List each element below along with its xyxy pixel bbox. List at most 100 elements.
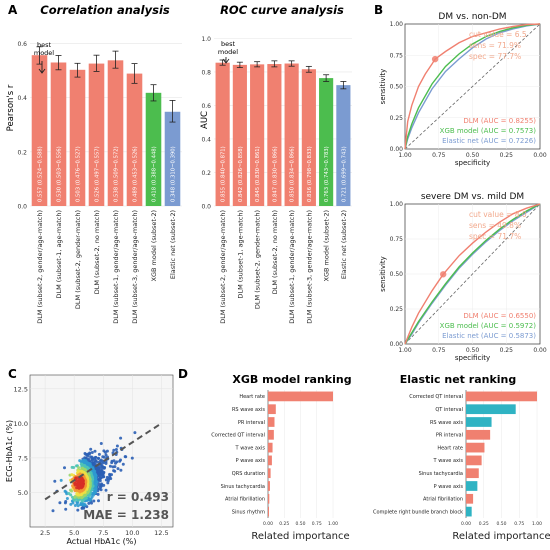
xgb-rank-xtick-label: 0.75 — [312, 521, 322, 527]
roc-ytick-label: 1.00 — [390, 201, 404, 208]
corr-value-label: 0.538 (0.509~0.572) — [114, 146, 120, 202]
roc-category-label: DLM (subset-2, gender-match) — [254, 210, 262, 309]
corr-value-label: 0.557 (0.524~0.588) — [38, 146, 44, 202]
roc-category-label: Elastic net (subset-2) — [340, 210, 348, 279]
corr-category-label: XGB model (subset-2) — [150, 210, 158, 281]
xgb-rank-bar — [268, 429, 274, 440]
corr-bar — [69, 69, 86, 207]
scatter-point — [53, 479, 57, 483]
roc-value-label: 0.842 (0.826~0.858) — [238, 146, 244, 202]
scatter-point — [71, 495, 74, 499]
scatter-r-text: r = 0.493 — [107, 490, 169, 504]
scatter-point — [69, 493, 73, 497]
enet-rank-xtick-label: 0.00 — [461, 521, 471, 527]
corr-category-label: DLM (subset-2, gender/age-match) — [36, 210, 44, 324]
xgb-rank-category-label: P wave axis — [236, 458, 266, 464]
enet-rank-category-label: Atrial fibrillation — [423, 497, 463, 503]
roc-ytick-label: 0.25 — [390, 115, 404, 122]
xgb-rank-bar — [268, 455, 272, 466]
scatter-point — [97, 499, 100, 503]
roc-curve — [404, 23, 541, 150]
roc-bar — [267, 64, 282, 206]
scatter-point — [70, 489, 74, 493]
enet-rank-xtick-label: 0.50 — [496, 521, 506, 527]
roc-value-label: 0.721 (0.699~0.743) — [341, 146, 347, 202]
scatter-point — [99, 464, 103, 468]
roc-category-label: DLM (subset-3, gender/age-match) — [305, 210, 313, 324]
enet-rank-xtick-label: 0.25 — [479, 521, 489, 527]
roc-title: severe DM vs. mild DM — [421, 192, 524, 202]
xgb-rank-xtick-label: 0.25 — [279, 521, 289, 527]
roc-bars: 0.855 (0.840~0.871) DLM (subset-2, gender… — [215, 57, 351, 324]
roc-curve — [404, 23, 541, 150]
enet-rank-category-label: RS wave axis — [430, 420, 463, 426]
scatter-point — [108, 472, 112, 476]
enet-rank-bar — [466, 493, 474, 504]
scatter-xtick-label: 10.0 — [125, 529, 139, 537]
xgb-rank-bar — [268, 506, 269, 517]
corr-category-label: DLM (subset-2, no match) — [93, 210, 101, 294]
scatter-ytick-label: 10.0 — [14, 420, 28, 428]
enet-rank-bar — [466, 417, 492, 427]
roc-xtick-label: 0.50 — [466, 347, 480, 354]
enet-rank-category-label: Corrected QT interval — [409, 394, 463, 400]
roc-value-label: 0.850 (0.834~0.866) — [290, 146, 296, 202]
scatter-point — [118, 459, 122, 463]
scatter-point — [111, 465, 115, 469]
roc-category-label: DLM (subset-2, gender/age-match) — [219, 210, 227, 324]
roc-ytick-label: 0.00 — [390, 146, 404, 153]
roc-cut-point — [431, 55, 439, 63]
roc-xtick-label: 0.00 — [533, 152, 547, 159]
corr-category-label: DLM (subset-1, gender/age-match) — [112, 210, 120, 324]
corr-ytick-label: 0.6 — [17, 41, 27, 48]
roc-cut-text: sens = 49.8% — [469, 221, 521, 230]
scatter-point — [64, 507, 68, 511]
scatter-point — [112, 469, 116, 473]
scatter-point — [104, 453, 108, 457]
scatter-xtick-label: 2.5 — [40, 529, 50, 537]
corr-ytick-label: 0.4 — [17, 95, 27, 102]
scatter-point — [99, 442, 103, 445]
xgb-rank-bar — [268, 417, 275, 427]
scatter-point — [90, 451, 94, 454]
corr-value-label: 0.418 (0.388~0.448) — [152, 146, 158, 202]
roc-diagonal — [404, 23, 541, 150]
enet-rank-bar — [466, 481, 478, 491]
scatter-point — [86, 454, 90, 458]
scatter-point — [76, 508, 80, 512]
enet-ranking-title: Elastic net ranking — [400, 373, 516, 386]
scatter-point — [110, 461, 114, 465]
xgb-rank-bar — [268, 442, 273, 453]
roc-ytick-label: 0.4 — [201, 136, 211, 143]
enet-rank-xtick-label: 0.75 — [514, 521, 524, 527]
scatter-point — [77, 480, 81, 484]
enet-rank-bar — [466, 391, 537, 402]
scatter-point — [119, 468, 123, 472]
roc-bar — [319, 78, 334, 206]
scatter-frame — [29, 374, 174, 528]
roc-value-label: 0.845 (0.830~0.861) — [255, 146, 261, 202]
xgb-rank-category-label: QRS duration — [232, 471, 265, 477]
roc-value-label: 0.763 (0.743~0.783) — [324, 146, 330, 202]
roc-ytick-label: 0.50 — [390, 84, 404, 91]
scatter-point — [96, 492, 100, 496]
xgb-rank-bar — [268, 493, 270, 504]
roc-category-label: DLM (subset-1, age-match) — [236, 210, 244, 299]
scatter-point — [121, 462, 125, 466]
scatter-point — [119, 436, 123, 440]
corr-bars: 0.557 (0.524~0.588) DLM (subset-2, gender… — [31, 46, 181, 324]
scatter-point — [130, 456, 134, 460]
enet-rank-xtick-label: 1.00 — [532, 521, 542, 527]
scatter-point — [59, 478, 63, 482]
scatter-ytick-label: 5.0 — [18, 489, 28, 497]
roc-xtick-label: 0.50 — [466, 152, 480, 159]
scatter-point — [63, 466, 66, 470]
scatter-point — [116, 467, 120, 471]
roc-cut-text: spec = 71.7% — [469, 232, 521, 241]
xgb-ranking-chart: 0.00 0.25 0.50 0.75 1.00 Heart rate RS wave ax… — [211, 390, 350, 542]
roc-best-model-label: best model — [218, 40, 238, 56]
enet-rank-bar — [466, 506, 472, 517]
scatter-point — [133, 431, 137, 435]
corr-value-label: 0.503 (0.476~0.527) — [76, 146, 82, 202]
xgb-rank-xlabel: Related importance — [251, 531, 349, 542]
